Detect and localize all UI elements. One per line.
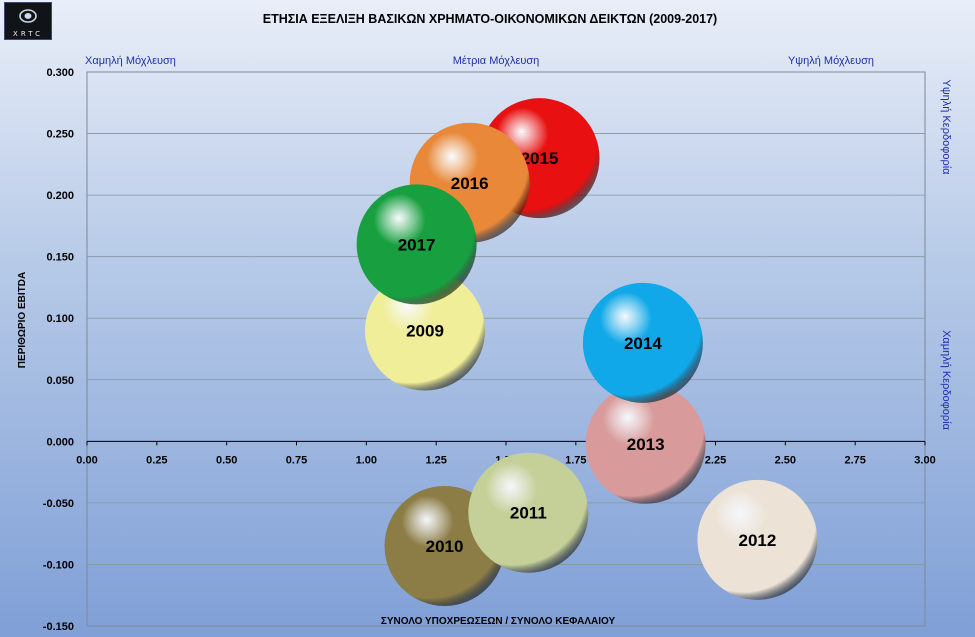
y-tick-label: 0.250 xyxy=(46,129,74,141)
x-axis-label: ΣΥΝΟΛΟ ΥΠΟΧΡΕΩΣΕΩΝ / ΣΥΝΟΛΟ ΚΕΦΑΛΑΙΟΥ xyxy=(381,616,616,627)
y-tick-label: 0.000 xyxy=(46,436,74,448)
bubble-label: 2017 xyxy=(398,235,436,254)
plot-border xyxy=(86,71,926,627)
bubble-label: 2010 xyxy=(426,537,464,556)
y-tick-label: 0.050 xyxy=(46,375,74,387)
top-annotation: Μέτρια Μόχλευση xyxy=(453,55,540,67)
right-annotation: Χαμηλή Κερδοφορία xyxy=(940,330,952,431)
chart-title: ΕΤΗΣΙΑ ΕΞΕΛΙΞΗ ΒΑΣΙΚΩΝ ΧΡΗΜΑΤΟ-ΟΙΚΟΝΟΜΙΚ… xyxy=(263,12,717,26)
y-tick-label: 0.150 xyxy=(46,252,74,264)
bubble-label: 2013 xyxy=(627,435,665,454)
y-tick-label: -0.100 xyxy=(43,559,74,571)
x-tick-label: 0.00 xyxy=(76,454,97,466)
company-logo: XRTC xyxy=(4,2,52,40)
x-tick-label: 2.75 xyxy=(844,454,865,466)
bubble-label: 2015 xyxy=(521,149,559,168)
x-tick-label: 0.50 xyxy=(216,454,237,466)
x-tick-label: 2.25 xyxy=(705,454,726,466)
bubble-label: 2009 xyxy=(406,322,444,341)
bubble-2017 xyxy=(356,184,477,305)
logo-mark-icon xyxy=(19,9,37,23)
logo-text: XRTC xyxy=(13,30,43,38)
bubble-2009 xyxy=(364,270,485,391)
top-annotation: Χαμηλή Μόχλευση xyxy=(85,55,176,67)
x-tick-label: 0.75 xyxy=(286,454,307,466)
bubble-2012 xyxy=(697,479,818,600)
bubble-label: 2012 xyxy=(738,531,776,550)
bubble-label: 2016 xyxy=(451,174,489,193)
y-tick-label: 0.200 xyxy=(46,190,74,202)
x-tick-label: 1.00 xyxy=(356,454,377,466)
bubble-2013 xyxy=(585,383,706,504)
x-tick-label: 3.00 xyxy=(914,454,935,466)
top-annotation: Υψηλή Μόχλευση xyxy=(788,55,874,67)
x-tick-label: 2.50 xyxy=(775,454,796,466)
x-tick-label: 0.25 xyxy=(146,454,167,466)
bubble-label: 2014 xyxy=(624,334,662,353)
y-tick-label: 0.100 xyxy=(46,313,74,325)
y-axis-label: ΠΕΡΙΘΩΡΙΟ EBITDA xyxy=(17,272,28,368)
y-tick-label: -0.150 xyxy=(43,621,74,633)
x-tick-label: 1.75 xyxy=(565,454,586,466)
y-tick-label: 0.300 xyxy=(46,67,74,79)
y-tick-label: -0.050 xyxy=(43,498,74,510)
right-annotation: Υψηλή Κερδοφορία xyxy=(940,79,952,175)
bubble-2014 xyxy=(582,282,703,403)
bubble-label: 2011 xyxy=(510,504,547,523)
bubble-2011 xyxy=(468,452,589,573)
x-tick-label: 1.25 xyxy=(425,454,446,466)
